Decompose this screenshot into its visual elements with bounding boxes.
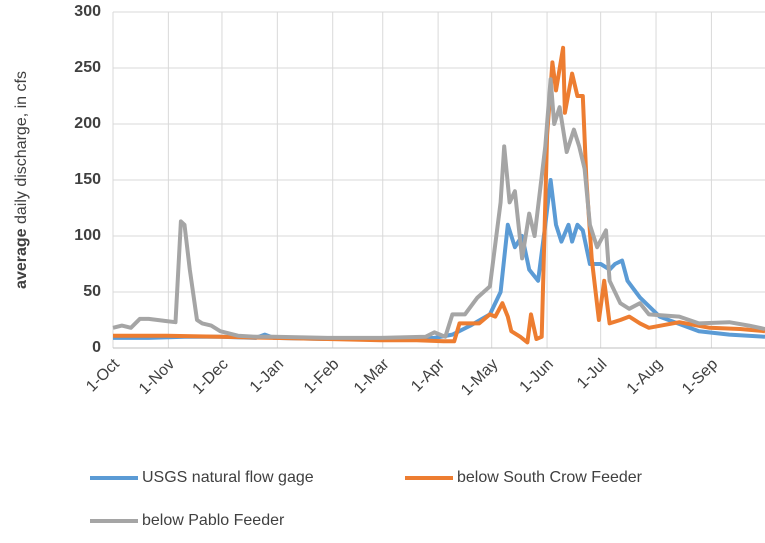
x-tick-label: 1-May (458, 356, 501, 399)
x-tick-label: 1-Mar (351, 355, 393, 397)
series-line (112, 77, 765, 340)
series-line (113, 45, 765, 345)
x-tick-label: 1-Dec (190, 356, 232, 398)
x-tick-label: 1-Jun (517, 356, 557, 396)
y-tick-label: 50 (83, 283, 101, 300)
x-tick-label: 1-Apr (408, 355, 448, 395)
y-tick-label: 300 (74, 3, 101, 20)
x-tick-label: 1-Sep (679, 356, 721, 398)
y-tick-label: 150 (74, 171, 101, 188)
y-label-rest: daily discharge, in cfs (13, 71, 30, 224)
y-tick-label: 100 (74, 227, 101, 244)
x-tick-label: 1-Nov (136, 356, 178, 398)
y-tick-label: 250 (74, 59, 101, 76)
x-tick-label: 1-Feb (301, 356, 343, 398)
x-tick-label: 1-Oct (83, 355, 123, 395)
legend-label: USGS natural flow gage (142, 469, 314, 486)
x-tick-label: 1-Jan (247, 356, 287, 396)
y-tick-label: 0 (92, 339, 101, 356)
x-tick-label: 1-Jul (574, 356, 611, 393)
legend-label: below South Crow Feeder (457, 469, 643, 486)
legend-label: below Pablo Feeder (142, 512, 285, 529)
y-axis-label: average daily discharge, in cfs (13, 71, 30, 289)
x-tick-label: 1-Aug (624, 356, 666, 398)
y-label-bold: average (13, 228, 30, 289)
y-tick-label: 200 (74, 115, 101, 132)
